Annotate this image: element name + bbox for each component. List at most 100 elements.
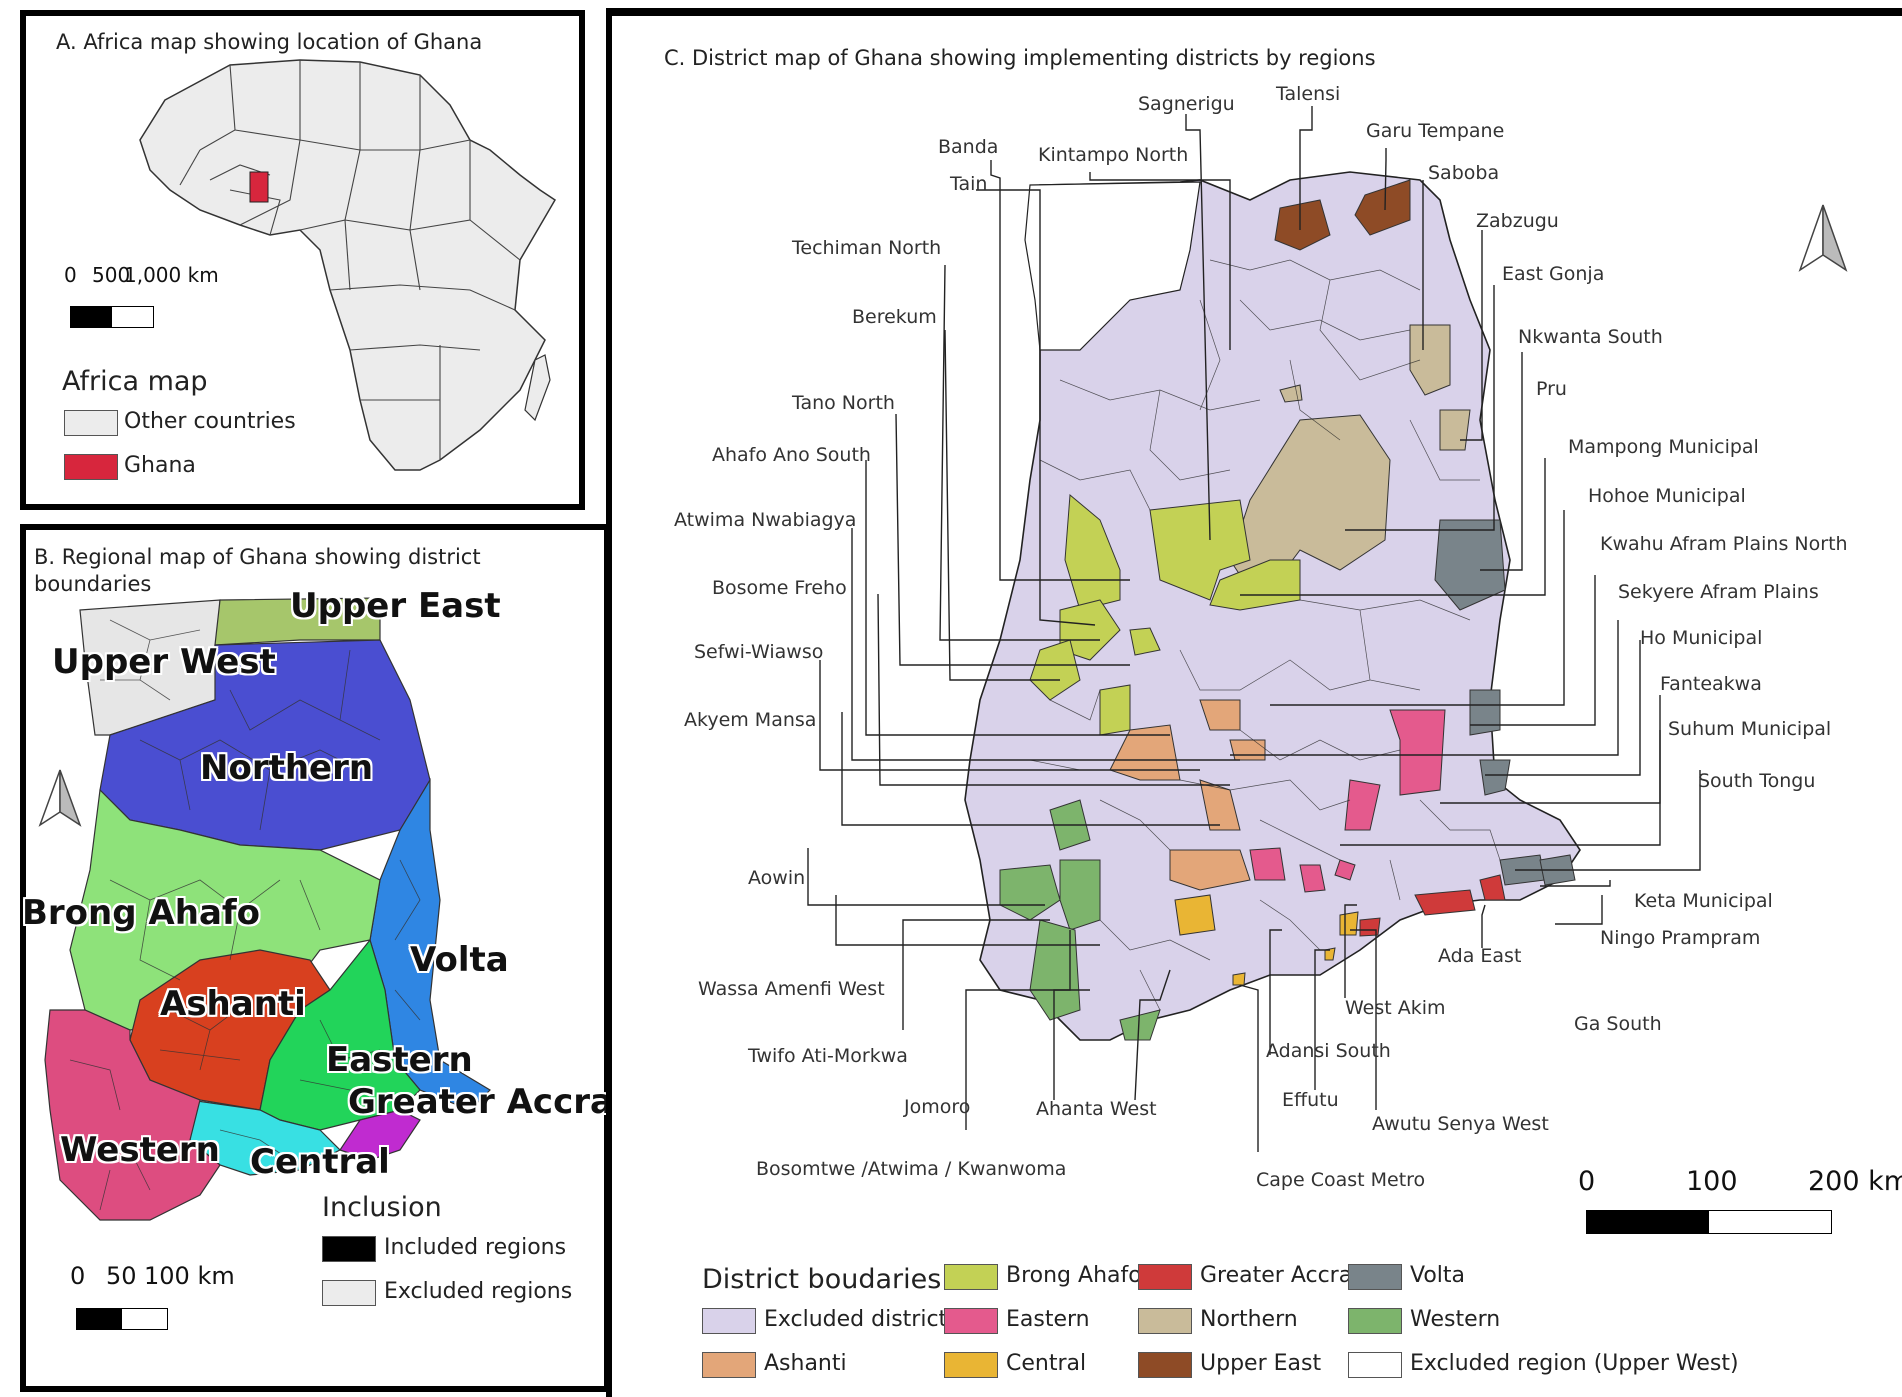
ghana-base: [964, 171, 1581, 1041]
district-garu-tempane: [1354, 179, 1411, 236]
panel-c-left-border: [606, 8, 612, 1397]
district-saboba: [1409, 324, 1451, 396]
label-awutu-senya-west: Awutu Senya West: [1372, 1113, 1549, 1135]
district-sefwi-wiawso: [1049, 799, 1091, 851]
legend-label-included-regions: Included regions: [384, 1235, 567, 1260]
label-techiman-north: Techiman North: [792, 237, 942, 259]
panel-a-scale-0: 0: [64, 263, 77, 287]
label-cape-coast-metro: Cape Coast Metro: [1256, 1169, 1426, 1191]
legend-label-upper-east: Upper East: [1200, 1351, 1322, 1376]
region-label-volta: Volta: [410, 940, 509, 980]
district-awutu-senya-west: [1339, 911, 1359, 936]
district-atwima-nwabiagya: [1199, 779, 1241, 831]
district-keta-municipal: [1539, 854, 1576, 886]
label-atwima-nwabiagya: Atwima Nwabiagya: [674, 509, 857, 531]
legend-swatch-upper-east: [1138, 1352, 1192, 1378]
panel-b-legend-title: Inclusion: [322, 1192, 442, 1223]
legend-swatch-ashanti: [702, 1352, 756, 1378]
legend-label-eastern: Eastern: [1006, 1307, 1090, 1332]
legend-label-central: Central: [1006, 1351, 1087, 1376]
district-ahanta-west: [1119, 1009, 1161, 1041]
panel-a-scale-500: 500: [92, 263, 131, 287]
district-jomoro: [1029, 919, 1081, 1021]
district-bosome-freho: [1169, 849, 1251, 891]
district-ada-east: [1479, 874, 1506, 901]
panel-b-scale-bar: [76, 1308, 168, 1330]
district-ga-south: [1359, 917, 1381, 937]
legend-swatch-other-countries: [64, 410, 118, 436]
label-south-tongu: South Tongu: [1698, 770, 1816, 792]
label-ahafo-ano-south: Ahafo Ano South: [712, 444, 871, 466]
label-wassa-amenfi-west: Wassa Amenfi West: [698, 978, 885, 1000]
legend-label-ghana: Ghana: [124, 453, 196, 478]
district-twifo-ati-morkwa: [1174, 894, 1216, 936]
label-west-akim: West Akim: [1345, 997, 1446, 1019]
legend-swatch-excluded-region-upper-west: [1348, 1352, 1402, 1378]
legend-label-excluded-districts: Excluded districts: [764, 1307, 959, 1332]
district-kwahu-afram-plains-north: [1389, 709, 1446, 796]
label-sefwi-wiawso: Sefwi-Wiawso: [694, 641, 824, 663]
region-label-eastern: Eastern: [326, 1040, 473, 1080]
label-mampong-municipal: Mampong Municipal: [1568, 436, 1759, 458]
region-label-upper-east: Upper East: [290, 586, 501, 626]
label-ahanta-west: Ahanta West: [1036, 1098, 1157, 1120]
label-bosomtwe-atwima-kwanwoma: Bosomtwe /Atwima / Kwanwoma: [756, 1158, 1067, 1180]
label-talensi: Talensi: [1276, 83, 1341, 105]
region-label-central: Central: [250, 1142, 390, 1182]
label-ningo-prampram: Ningo Prampram: [1600, 927, 1761, 949]
district-akyem-mansa: [1249, 847, 1286, 881]
panel-c-legend-title: District boudaries: [702, 1264, 942, 1295]
panel-c-top-border: [606, 8, 1902, 16]
district-zabzugu: [1439, 409, 1471, 451]
legend-swatch-central: [944, 1352, 998, 1378]
legend-label-northern: Northern: [1200, 1307, 1298, 1332]
legend-swatch-excluded-districts: [702, 1308, 756, 1334]
label-fanteakwa: Fanteakwa: [1660, 673, 1762, 695]
region-label-upper-west: Upper West: [52, 642, 276, 682]
panel-a-scale-bar: [70, 306, 154, 328]
legend-swatch-western: [1348, 1308, 1402, 1334]
district-hohoe-municipal: [1469, 689, 1501, 736]
legend-swatch-ghana: [64, 454, 118, 480]
legend-label-other-countries: Other countries: [124, 409, 296, 434]
label-jomoro: Jomoro: [904, 1096, 971, 1118]
label-aowin: Aowin: [748, 867, 806, 889]
region-label-brong-ahafo: Brong Ahafo: [22, 893, 261, 933]
legend-label-ashanti: Ashanti: [764, 1351, 847, 1376]
legend-label-western: Western: [1410, 1307, 1501, 1332]
panel-c-scale-100: 100: [1686, 1166, 1738, 1197]
panel-b-title: B. Regional map of Ghana showing distric…: [34, 545, 481, 596]
legend-label-excluded-region-upper-west: Excluded region (Upper West): [1410, 1351, 1739, 1376]
legend-swatch-northern: [1138, 1308, 1192, 1334]
district-aowin: [999, 864, 1061, 921]
label-suhum-municipal: Suhum Municipal: [1668, 718, 1832, 740]
district-tain: [1059, 599, 1121, 661]
legend-swatch-eastern: [944, 1308, 998, 1334]
upper-west-excluded: [1024, 181, 1201, 351]
panel-c-scale-bar: [1586, 1210, 1832, 1234]
district-banda: [1064, 493, 1121, 611]
region-label-western: Western: [60, 1130, 220, 1170]
panel-a-legend-title: Africa map: [62, 366, 208, 397]
district-west-akim: [1334, 859, 1356, 881]
label-sekyere-afram-plains: Sekyere Afram Plains: [1618, 581, 1819, 603]
panel-c-title: C. District map of Ghana showing impleme…: [664, 46, 1376, 70]
district-south-tongu: [1499, 854, 1546, 886]
district-ho-municipal: [1479, 759, 1511, 796]
panel-b-scale-100: 100 km: [144, 1262, 235, 1290]
label-ada-east: Ada East: [1438, 945, 1522, 967]
panel-c-scale-200: 200 km: [1808, 1166, 1902, 1197]
district-mampong-municipal: [1229, 739, 1266, 761]
district-east-gonja: [1229, 414, 1391, 591]
legend-label-volta: Volta: [1410, 1263, 1466, 1288]
district-sekyere-afram-plains: [1199, 699, 1241, 731]
district-effutu: [1324, 947, 1336, 961]
label-kwahu-afram-plains-north: Kwahu Afram Plains North: [1600, 533, 1848, 555]
label-tain: Tain: [950, 173, 988, 195]
panel-a-title: A. Africa map showing location of Ghana: [56, 30, 483, 54]
legend-swatch-greater-accra: [1138, 1264, 1192, 1290]
legend-swatch-included-regions: [322, 1236, 376, 1262]
label-zabzugu: Zabzugu: [1476, 210, 1559, 232]
panel-a-scale-1000: 1,000 km: [124, 263, 219, 287]
legend-label-brong-ahafo: Brong Ahafo: [1006, 1263, 1142, 1288]
